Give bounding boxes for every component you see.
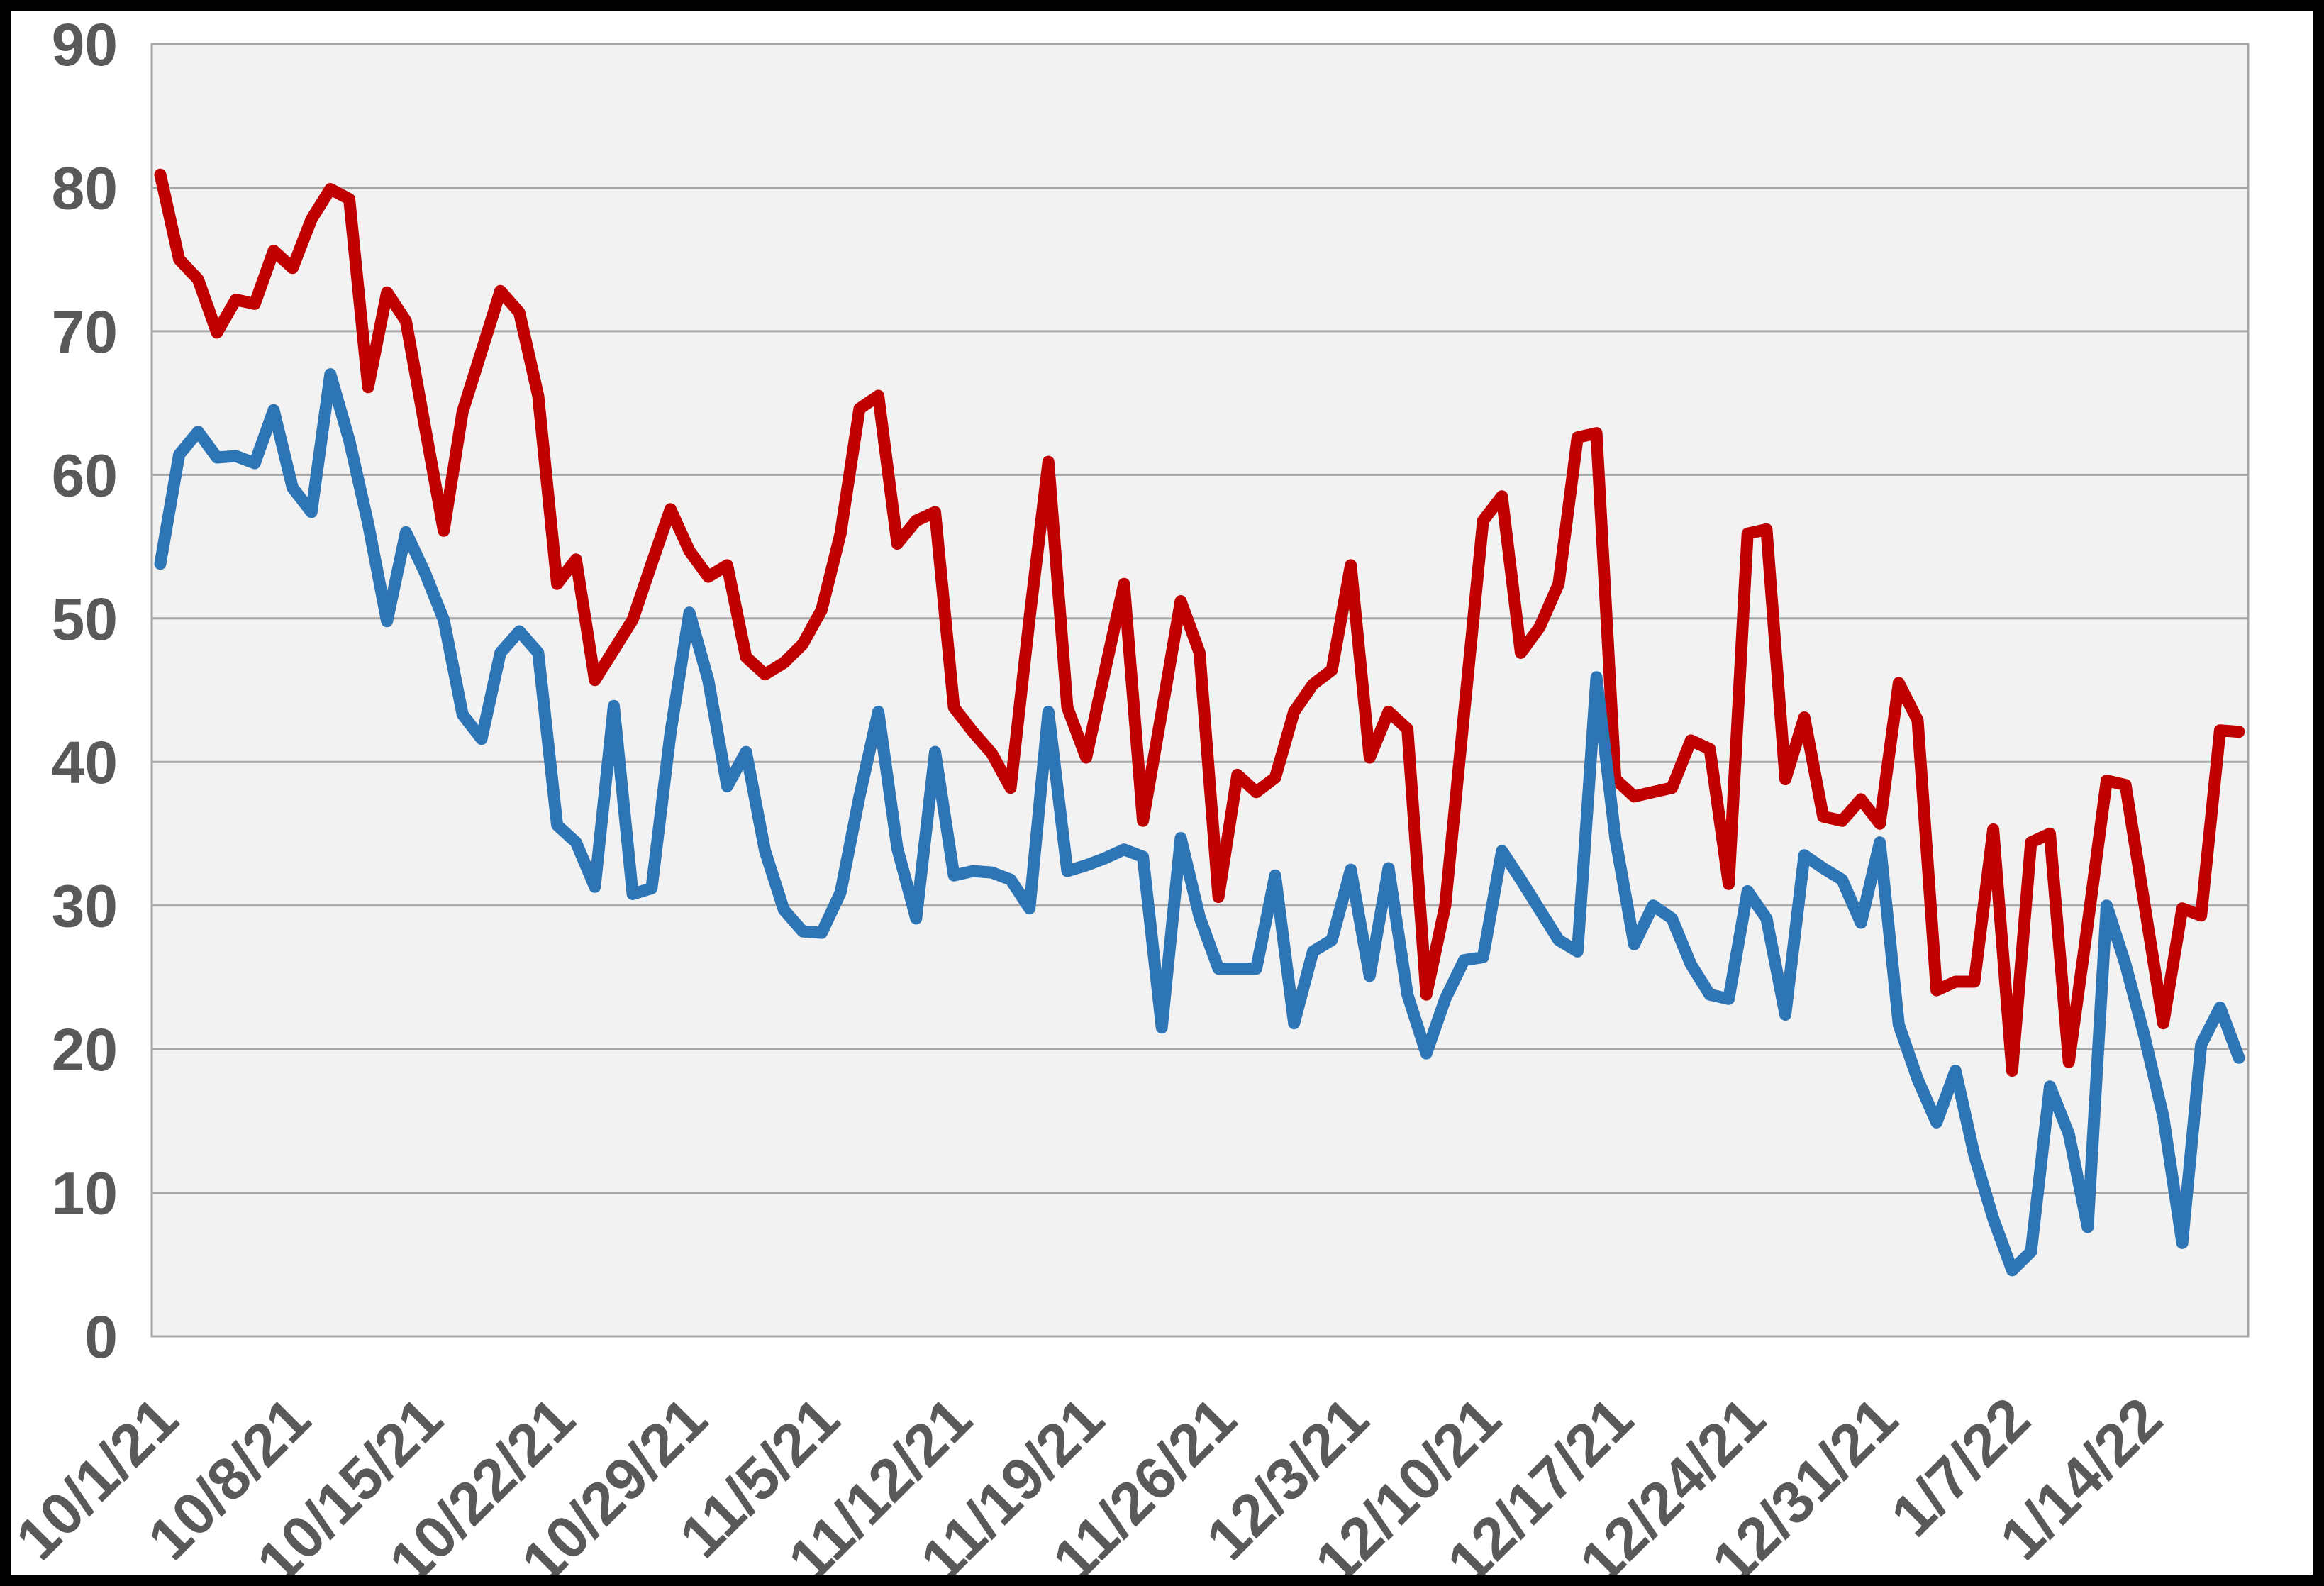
plot-border <box>150 43 2250 1338</box>
y-tick-label-10: 10 <box>52 1160 118 1227</box>
y-tick-label-70: 70 <box>52 299 118 365</box>
y-tick-label-40: 40 <box>52 729 118 796</box>
series-lines <box>154 168 2245 1277</box>
y-tick-label-90: 90 <box>52 11 118 78</box>
y-tick-label-80: 80 <box>52 155 118 221</box>
blue-series-line <box>154 368 2245 1277</box>
red-series-line <box>154 168 2245 1077</box>
y-tick-label-0: 0 <box>84 1304 118 1370</box>
x-axis-labels: 10/1/2110/8/2110/15/2110/22/2110/29/2111… <box>11 1385 2175 1575</box>
line-chart: 0 10 20 30 40 50 60 70 80 90 10/1/2110/8/2110/15/… <box>11 11 2250 1575</box>
y-tick-label-30: 30 <box>52 873 118 940</box>
y-tick-label-20: 20 <box>52 1016 118 1083</box>
y-axis-labels: 0 10 20 30 40 50 60 70 80 90 <box>52 11 118 1370</box>
y-tick-label-50: 50 <box>52 586 118 653</box>
y-tick-label-60: 60 <box>52 442 118 509</box>
